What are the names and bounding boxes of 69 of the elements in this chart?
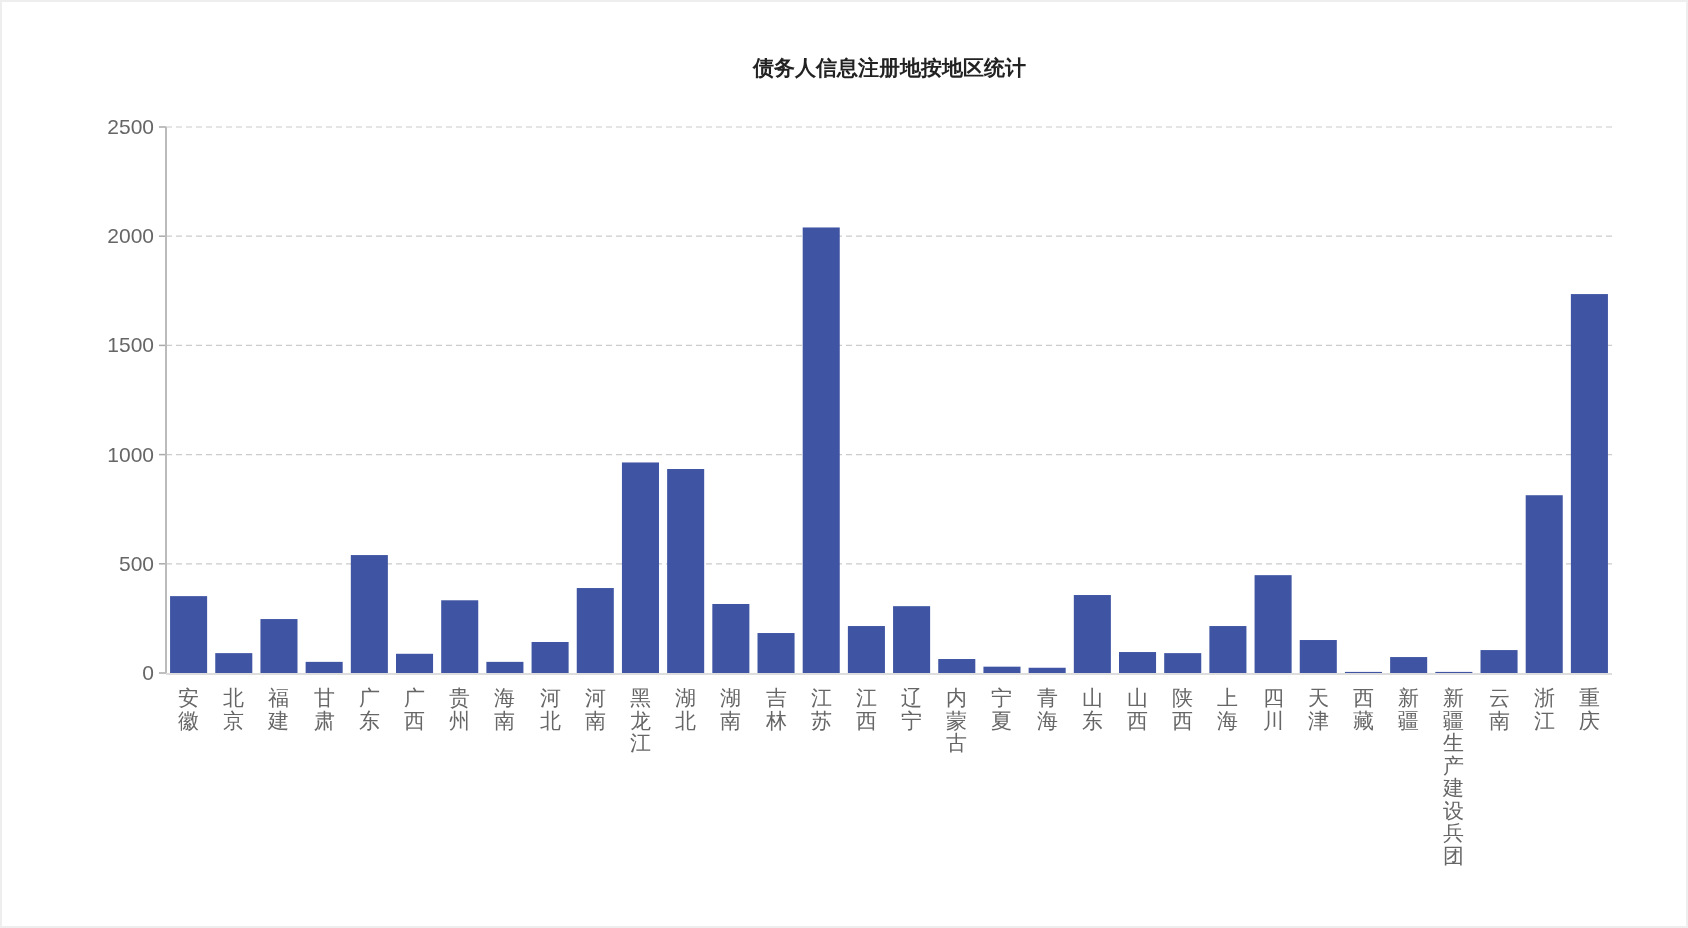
x-tick-label: 广东	[358, 686, 380, 732]
bar	[350, 555, 388, 673]
x-tick-label: 新疆	[1398, 686, 1420, 732]
x-tick-label: 陕西	[1172, 686, 1194, 732]
x-tick-label: 河南	[584, 686, 606, 732]
bar	[531, 641, 569, 673]
x-tick-label: 贵州	[449, 686, 471, 732]
bar	[1073, 595, 1111, 673]
x-tick-label: 上海	[1217, 686, 1239, 732]
bar	[621, 462, 659, 673]
x-tick-label: 河北	[539, 686, 561, 732]
x-tick-label: 吉林	[764, 686, 787, 732]
x-tick-label: 山东	[1081, 686, 1103, 732]
x-tick-label: 西藏	[1352, 686, 1374, 732]
x-tick-label: 湖南	[720, 686, 742, 732]
x-tick-label: 四川	[1262, 686, 1284, 732]
bar	[983, 666, 1021, 673]
y-tick-label: 500	[118, 551, 154, 575]
bar	[757, 633, 795, 673]
x-tick-label: 广西	[404, 686, 426, 732]
x-tick-label: 江西	[855, 686, 877, 732]
bar	[1254, 575, 1292, 673]
bar	[215, 653, 253, 673]
x-tick-label: 黑龙江	[629, 686, 651, 754]
bar	[170, 596, 208, 673]
bar	[1119, 652, 1157, 673]
bar	[938, 659, 976, 673]
chart-title: 债务人信息注册地按地区统计	[751, 56, 1026, 79]
bar	[712, 603, 750, 673]
x-tick-label: 福建	[267, 686, 290, 732]
y-tick-label: 0	[142, 661, 154, 684]
x-tick-label: 重庆	[1578, 686, 1600, 732]
bar	[1209, 626, 1247, 673]
y-tick-label: 2000	[107, 224, 154, 248]
bar	[486, 661, 524, 673]
bar	[576, 588, 614, 673]
bar	[1480, 650, 1518, 673]
x-tick-label: 天津	[1307, 686, 1329, 732]
y-tick-label: 1000	[107, 442, 154, 466]
bar	[441, 600, 479, 673]
x-tick-label: 内蒙古	[946, 686, 968, 754]
x-tick-label: 甘肃	[313, 686, 335, 732]
bar	[1390, 657, 1428, 673]
x-tick-label: 浙江	[1533, 686, 1555, 732]
bar	[1164, 653, 1202, 673]
x-tick-label: 北京	[223, 686, 245, 732]
bar	[396, 653, 434, 673]
x-tick-label: 湖北	[675, 686, 697, 732]
x-tick-label: 新疆生产建设兵团	[1442, 686, 1465, 867]
bar	[1028, 667, 1066, 673]
bar	[667, 469, 705, 673]
bar	[802, 227, 840, 673]
x-tick-label: 云南	[1488, 686, 1510, 732]
bar	[1525, 495, 1563, 673]
bar	[893, 606, 931, 673]
bar	[847, 626, 885, 673]
x-tick-label: 辽宁	[901, 686, 923, 732]
x-tick-label: 青海	[1036, 686, 1058, 732]
x-tick-label: 山西	[1127, 686, 1149, 732]
bar	[1570, 294, 1608, 673]
bar	[1299, 640, 1337, 673]
x-tick-label: 安徽	[178, 686, 200, 732]
x-tick-label: 海南	[494, 686, 516, 732]
y-tick-label: 1500	[107, 333, 154, 357]
bar	[260, 619, 298, 673]
bar	[305, 661, 343, 673]
y-tick-label: 2500	[107, 115, 154, 138]
x-tick-label: 宁夏	[991, 686, 1013, 732]
x-tick-label: 江苏	[810, 686, 832, 732]
